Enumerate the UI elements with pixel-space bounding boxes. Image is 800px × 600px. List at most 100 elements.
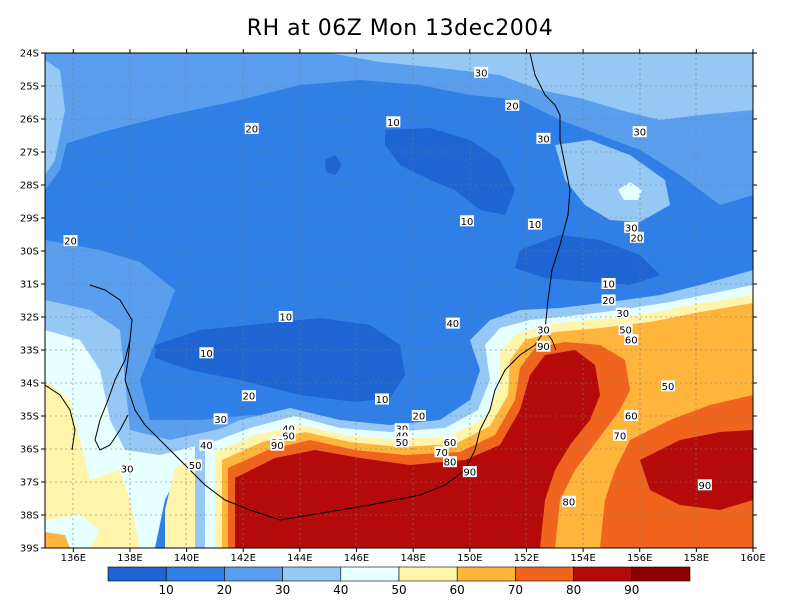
colorbar-swatch bbox=[165, 566, 225, 582]
contour-label-bg bbox=[188, 459, 203, 471]
contour-label-bg bbox=[536, 324, 551, 336]
contour-label-text: 10 bbox=[376, 395, 389, 406]
contour-label-text: 60 bbox=[444, 438, 457, 449]
colorbar-swatch bbox=[398, 566, 458, 582]
contour-label-text: 20 bbox=[412, 412, 425, 423]
contour-label-bg bbox=[618, 324, 633, 336]
lon-tick-label: 154E bbox=[570, 553, 595, 564]
contour-label-bg bbox=[434, 446, 449, 458]
contour-label: 30 bbox=[120, 462, 135, 475]
gridlines bbox=[45, 53, 753, 548]
contour-label: 50 bbox=[661, 380, 676, 393]
contour-label-text: 90 bbox=[698, 481, 711, 492]
lat-tick-label: 31S bbox=[20, 280, 39, 291]
colorbar-label: 90 bbox=[624, 583, 639, 597]
contour-label-bg bbox=[601, 278, 616, 289]
contour-label-bg bbox=[561, 495, 576, 507]
contour-label-bg bbox=[270, 439, 285, 451]
contour-label: 50 bbox=[618, 324, 633, 337]
contour-label-text: 30 bbox=[616, 309, 629, 320]
contour-label-text: 80 bbox=[563, 497, 576, 508]
contour-label-text: 80 bbox=[444, 458, 457, 469]
contour-label-text: 30 bbox=[475, 68, 488, 79]
lon-tick-label: 140E bbox=[174, 553, 199, 564]
contour-label-text: 40 bbox=[446, 319, 459, 330]
contour-label: 30 bbox=[632, 126, 647, 139]
contour-label-text: 70 bbox=[435, 448, 448, 459]
lat-tick-label: 37S bbox=[20, 478, 39, 489]
contour-label: 90 bbox=[536, 340, 551, 353]
contour-label-bg bbox=[386, 116, 401, 128]
contour-label-bg bbox=[601, 294, 616, 306]
band-rh-60-70-sw bbox=[45, 532, 70, 548]
contour-label-bg bbox=[241, 390, 256, 402]
contour-label: 30 bbox=[213, 413, 228, 426]
contour-label-bg bbox=[536, 132, 551, 144]
contour-label: 30 bbox=[615, 307, 630, 320]
contour-label-text: 90 bbox=[537, 342, 550, 353]
lat-tick-label: 33S bbox=[20, 346, 39, 357]
contour-label: 10 bbox=[386, 116, 401, 129]
contour-label: 50 bbox=[188, 459, 203, 472]
colorbar-label: 50 bbox=[391, 583, 406, 597]
colorbar-label: 30 bbox=[275, 583, 290, 597]
contour-label-bg bbox=[281, 429, 296, 441]
contour-label-bg bbox=[278, 311, 293, 322]
contour-label-bg bbox=[462, 466, 477, 478]
contour-label-bg bbox=[394, 436, 409, 448]
contour-label: 30 bbox=[536, 324, 551, 337]
contour-label-text: 30 bbox=[214, 415, 227, 426]
contour-label-text: 20 bbox=[631, 233, 644, 244]
contour-label-text: 90 bbox=[463, 468, 476, 479]
lat-tick-label: 29S bbox=[20, 214, 39, 225]
contour-label-bg bbox=[624, 410, 639, 421]
contour-label-text: 60 bbox=[282, 431, 295, 442]
contour-label: 30 bbox=[624, 221, 639, 234]
colorbar-swatch bbox=[282, 566, 342, 582]
contour-label-bg bbox=[411, 410, 426, 421]
lat-tick-label: 39S bbox=[20, 544, 39, 555]
contour-label-bg bbox=[445, 317, 460, 329]
contour-label-bg bbox=[624, 221, 639, 233]
band-rh-0-10-north bbox=[385, 128, 515, 215]
contour-label: 40 bbox=[199, 439, 214, 452]
contour-label: 50 bbox=[394, 436, 409, 449]
contour-label-bg bbox=[394, 429, 409, 441]
contour-label-text: 20 bbox=[64, 237, 77, 248]
lon-axis: 136E 138E 140E 142E 144E 146E 148E 150E 152E 154E… bbox=[61, 49, 766, 564]
contour-label-bg bbox=[632, 126, 647, 138]
lat-tick-label: 24S bbox=[20, 49, 39, 60]
contour-label-bg bbox=[244, 122, 259, 134]
colorbar-label: 10 bbox=[159, 583, 174, 597]
contour-label-text: 30 bbox=[121, 464, 134, 475]
colorbar-swatch bbox=[573, 566, 633, 582]
contour-label-text: 30 bbox=[537, 134, 550, 145]
colorbar-swatch bbox=[631, 566, 691, 582]
contour-label-bg bbox=[697, 479, 712, 491]
contour-label: 20 bbox=[629, 231, 644, 244]
contour-label-bg bbox=[199, 347, 214, 359]
lat-tick-label: 35S bbox=[20, 412, 39, 423]
contour-label-bg bbox=[474, 66, 489, 78]
contour-label-text: 10 bbox=[529, 220, 542, 231]
contour-label: 10 bbox=[278, 311, 293, 324]
lat-tick-label: 26S bbox=[20, 115, 39, 126]
band-rh-50-60-west bbox=[45, 380, 140, 548]
colorbar-label: 40 bbox=[333, 583, 348, 597]
lon-tick-label: 146E bbox=[344, 553, 369, 564]
band-rh-90-100-east bbox=[640, 430, 753, 510]
contour-label: 80 bbox=[442, 456, 457, 469]
contour-label: 20 bbox=[241, 390, 256, 403]
band-rh-30-40-ne bbox=[555, 140, 670, 222]
contour-label-bg bbox=[629, 231, 644, 243]
contour-label: 40 bbox=[445, 317, 460, 330]
contour-label-bg bbox=[281, 423, 296, 435]
contour-label: 10 bbox=[375, 393, 390, 406]
contour-label: 70 bbox=[612, 429, 627, 442]
lon-tick-label: 158E bbox=[684, 553, 709, 564]
lat-tick-label: 25S bbox=[20, 82, 39, 93]
band-rh-90-100-south bbox=[235, 350, 600, 548]
contour-label: 90 bbox=[270, 439, 285, 452]
